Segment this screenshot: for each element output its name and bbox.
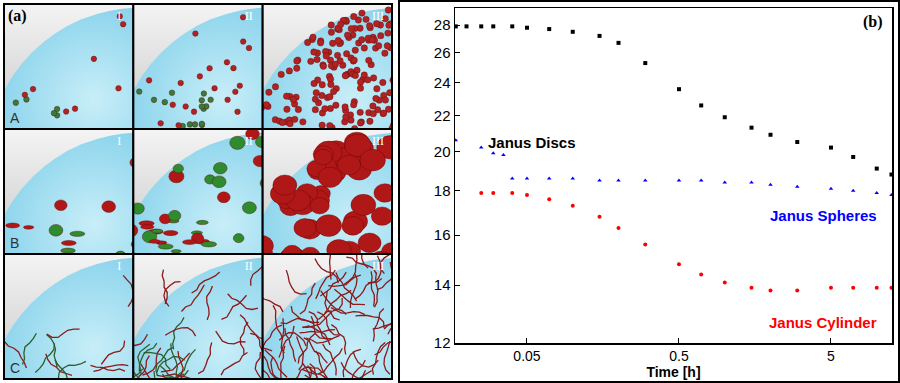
svg-text:III: III bbox=[372, 134, 384, 148]
svg-text:14: 14 bbox=[434, 276, 451, 293]
svg-text:28: 28 bbox=[434, 16, 451, 33]
svg-text:16: 16 bbox=[434, 226, 451, 243]
svg-text:I: I bbox=[117, 9, 121, 23]
svg-text:Janus Cylinder: Janus Cylinder bbox=[769, 314, 877, 331]
svg-text:I: I bbox=[117, 259, 121, 273]
svg-text:II: II bbox=[245, 259, 253, 273]
svg-text:24: 24 bbox=[434, 74, 451, 91]
svg-text:II: II bbox=[245, 134, 253, 148]
svg-text:12: 12 bbox=[434, 334, 451, 351]
svg-text:0.05: 0.05 bbox=[513, 348, 540, 364]
svg-text:26: 26 bbox=[434, 44, 451, 61]
svg-text:Janus Discs: Janus Discs bbox=[488, 134, 576, 151]
svg-text:II: II bbox=[245, 9, 253, 23]
svg-text:20: 20 bbox=[434, 143, 451, 160]
svg-text:5: 5 bbox=[827, 348, 835, 364]
svg-text:C: C bbox=[10, 360, 20, 376]
svg-text:0.5: 0.5 bbox=[669, 348, 689, 364]
svg-text:(a): (a) bbox=[8, 7, 27, 25]
svg-text:III: III bbox=[372, 9, 384, 23]
svg-text:A: A bbox=[10, 110, 20, 126]
svg-text:B: B bbox=[10, 235, 19, 251]
svg-text:Time [h]: Time [h] bbox=[646, 364, 700, 380]
svg-text:Janus Spheres: Janus Spheres bbox=[770, 207, 877, 224]
svg-text:18: 18 bbox=[434, 182, 451, 199]
svg-text:I: I bbox=[117, 134, 121, 148]
svg-text:(b): (b) bbox=[863, 13, 883, 31]
svg-text:III: III bbox=[372, 259, 384, 273]
svg-text:22: 22 bbox=[434, 107, 451, 124]
